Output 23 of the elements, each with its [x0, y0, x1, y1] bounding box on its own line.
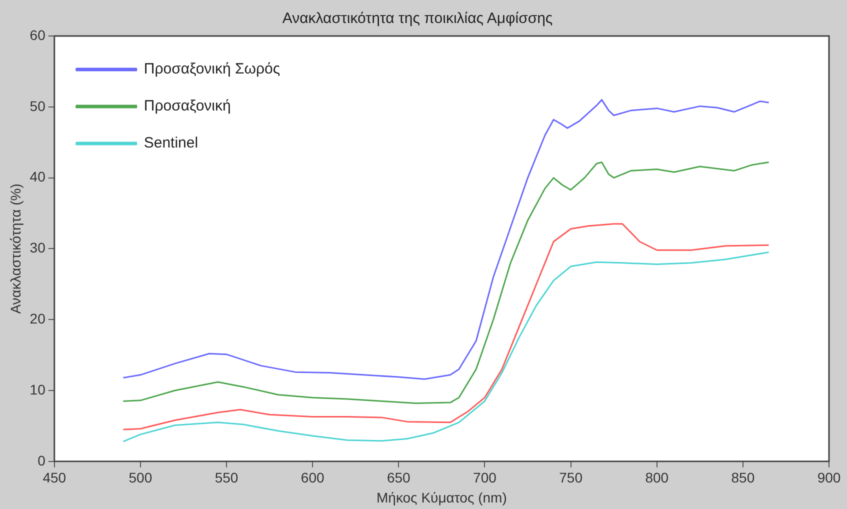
y-tick-label: 20: [30, 310, 46, 326]
chart-title: Ανακλαστικότητα της ποικιλίας Αμφίσσης: [282, 10, 553, 28]
x-tick-label: 700: [473, 470, 497, 486]
y-tick-label: 30: [30, 240, 46, 256]
x-tick-label: 900: [817, 470, 841, 486]
x-tick-label: 800: [645, 470, 669, 486]
x-axis-title: Μήκος Κύματος (nm): [376, 489, 507, 506]
x-tick-label: 750: [559, 470, 583, 486]
x-tick-label: 450: [42, 470, 66, 486]
legend-label: Προσαξονική: [144, 98, 231, 115]
legend-label: Προσαξονική Σωρός: [144, 60, 280, 78]
y-tick-label: 0: [38, 452, 46, 468]
y-tick-label: 50: [30, 98, 46, 114]
y-tick-label: 40: [30, 168, 46, 185]
y-tick-label: 60: [30, 26, 46, 43]
x-tick-label: 500: [128, 470, 152, 486]
y-axis-title: Ανακλαστικότητα (%): [7, 184, 24, 314]
y-tick-label: 10: [30, 381, 46, 398]
x-tick-label: 600: [300, 470, 324, 486]
x-tick-label: 550: [214, 470, 238, 486]
x-tick-label: 850: [731, 470, 755, 486]
legend-label: Sentinel: [144, 134, 198, 152]
x-tick-label: 650: [386, 470, 411, 486]
